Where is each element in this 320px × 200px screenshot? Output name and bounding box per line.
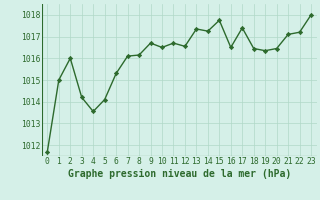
X-axis label: Graphe pression niveau de la mer (hPa): Graphe pression niveau de la mer (hPa)	[68, 169, 291, 179]
